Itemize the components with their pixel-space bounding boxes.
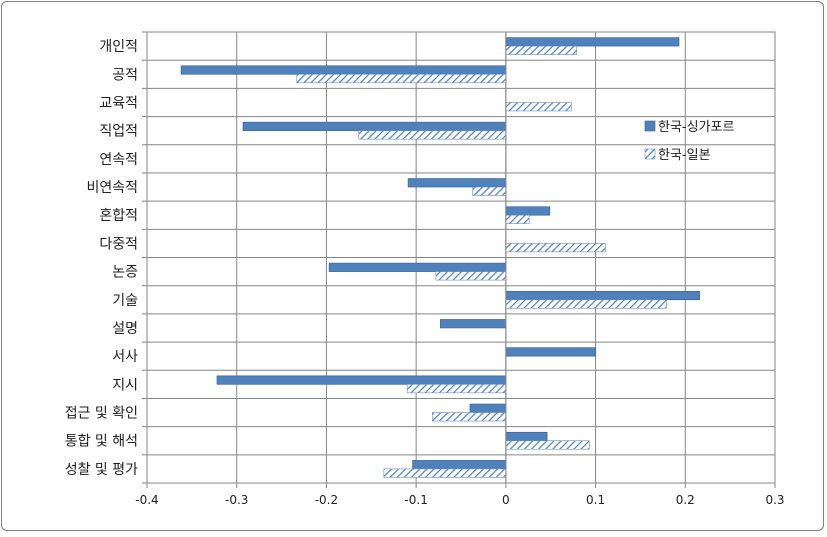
bar-korea-singapore-10 (440, 319, 507, 329)
category-label: 설명 (112, 321, 138, 337)
x-tick-label: -0.3 (225, 493, 248, 507)
x-tick-label: 0.2 (676, 493, 695, 507)
category-label: 직업적 (99, 124, 138, 140)
bar-korea-singapore-6 (505, 206, 551, 216)
x-tick-labels: -0.4 -0.3 -0.2 -0.1 0 0.1 0.2 0.3 (135, 493, 784, 507)
category-label: 기술 (112, 293, 138, 309)
legend-swatch (644, 120, 656, 132)
x-tick-label: 0 (502, 493, 510, 507)
bar-korea-singapore-9 (505, 290, 700, 301)
category-label: 성찰 및 평가 (65, 462, 138, 478)
category-label: 교육적 (99, 95, 138, 111)
category-label: 비연속적 (86, 180, 138, 196)
bar-korea-japan-5 (472, 186, 507, 196)
x-tick-label: -0.2 (315, 493, 338, 507)
category-label: 다중적 (99, 236, 138, 252)
category-label: 논증 (112, 265, 138, 281)
category-label: 접근 및 확인 (65, 406, 138, 422)
bar-korea-singapore-8 (328, 262, 507, 272)
bar-korea-japan-9 (505, 299, 667, 309)
bar-korea-japan-14 (505, 440, 590, 450)
x-tick-label: 0.3 (765, 493, 784, 507)
bar-korea-singapore-5 (407, 178, 507, 188)
bars (180, 32, 700, 483)
bar-korea-japan-2 (505, 102, 572, 112)
bar-korea-singapore-1 (180, 65, 507, 75)
bar-korea-singapore-3 (242, 121, 507, 131)
legend-swatch (644, 148, 656, 160)
bar-korea-singapore-0 (505, 37, 680, 47)
bar-korea-japan-13 (431, 412, 507, 422)
bar-korea-japan-3 (358, 130, 507, 140)
bar-korea-japan-12 (406, 384, 507, 394)
category-label: 서사 (112, 349, 138, 365)
x-tick-label: -0.1 (404, 493, 427, 507)
bar-korea-japan-6 (505, 214, 530, 225)
bar-korea-singapore-12 (216, 375, 507, 385)
bar-korea-singapore-14 (505, 431, 548, 442)
category-label: 개인적 (99, 39, 138, 55)
bar-korea-japan-15 (383, 468, 507, 478)
category-label: 통합 및 해석 (65, 434, 138, 450)
category-label: 혼합적 (99, 208, 138, 224)
bar-korea-japan-0 (505, 45, 578, 55)
bar-korea-japan-8 (435, 271, 507, 281)
bar-korea-singapore-11 (505, 347, 596, 357)
x-tick-label: 0.1 (586, 493, 605, 507)
category-label: 연속적 (99, 152, 138, 168)
x-tick-label: -0.4 (135, 493, 158, 507)
category-label: 지시 (112, 377, 138, 393)
category-label: 공적 (112, 67, 138, 83)
bar-korea-singapore-15 (412, 460, 507, 470)
bar-korea-japan-7 (505, 243, 606, 253)
bar-korea-japan-1 (296, 73, 507, 84)
legend-label: 한국-일본 (658, 148, 711, 163)
grid (142, 31, 776, 488)
legend-label: 한국-싱가포르 (658, 120, 734, 135)
bar-korea-singapore-13 (469, 403, 507, 413)
